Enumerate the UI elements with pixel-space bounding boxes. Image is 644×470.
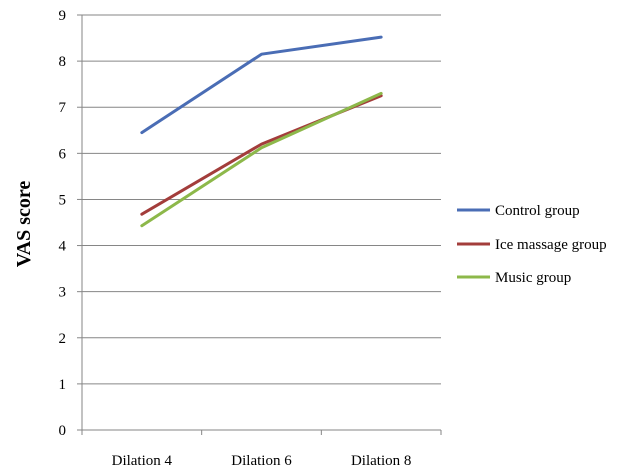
- axes: [81, 15, 441, 431]
- legend: Control group Ice massage group Music grou…: [457, 203, 607, 286]
- y-tick-label: 6: [59, 146, 67, 162]
- series-line-0: [140, 35, 383, 135]
- legend-label-0: Control group: [495, 203, 580, 219]
- series-lines: [140, 35, 383, 228]
- x-tick-label: Dilation 8: [351, 453, 411, 469]
- y-tick-label: 3: [59, 285, 67, 301]
- x-tick-label: Dilation 4: [112, 453, 173, 469]
- y-tick-label: 0: [59, 423, 67, 439]
- x-axis-ticks: Dilation 4 Dilation 6 Dilation 8: [81, 430, 442, 469]
- series-line-2: [140, 91, 383, 228]
- y-tick-label: 9: [59, 8, 67, 24]
- y-tick-label: 2: [59, 331, 67, 347]
- y-tick-label: 5: [59, 192, 67, 208]
- y-axis-ticks: 0 1 2 3 4 5 6 7 8 9: [59, 8, 82, 439]
- y-tick-label: 8: [59, 54, 67, 70]
- x-tick-label: Dilation 6: [231, 453, 292, 469]
- series-line-1: [140, 94, 383, 216]
- y-axis-title: VAS score: [13, 181, 35, 268]
- y-tick-label: 4: [59, 239, 67, 255]
- gridlines: [82, 14, 441, 385]
- y-tick-label: 7: [59, 100, 67, 116]
- y-tick-label: 1: [59, 377, 67, 393]
- legend-label-2: Music group: [495, 270, 571, 286]
- legend-label-1: Ice massage group: [495, 237, 607, 253]
